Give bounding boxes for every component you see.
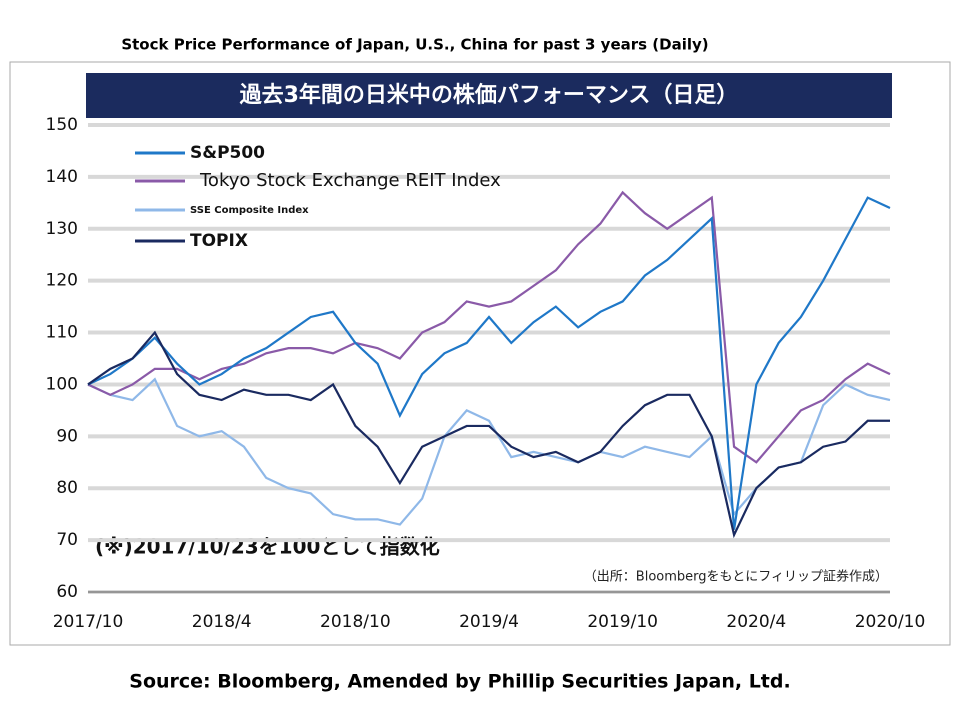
chart-title: Stock Price Performance of Japan, U.S., …: [121, 36, 708, 54]
annotation: (※)2017/10/23を100として指数化: [95, 535, 440, 559]
y-tick-label: 70: [56, 530, 78, 550]
y-tick-label: 130: [46, 219, 78, 239]
x-tick-label: 2020/10: [855, 612, 926, 632]
y-tick-label: 150: [46, 115, 78, 135]
banner-bg: [86, 73, 892, 118]
legend-label: TOPIX: [190, 231, 248, 251]
y-tick-label: 90: [56, 426, 78, 446]
series-line: [87, 330, 890, 539]
x-tick-label: 2018/10: [320, 612, 391, 632]
y-tick-label: 60: [56, 582, 78, 602]
x-tick-label: 2017/10: [53, 612, 124, 632]
x-tick-label: 2020/4: [726, 612, 786, 632]
x-tick-label: 2018/4: [192, 612, 252, 632]
series-line: [87, 196, 891, 530]
legend-label: SSE Composite Index: [190, 205, 309, 216]
legend-label: S&P500: [190, 143, 265, 163]
series-line: [87, 190, 891, 464]
y-tick-label: 120: [46, 271, 78, 291]
annotation: （出所：Bloombergをもとにフィリップ証券作成）: [584, 569, 888, 585]
y-tick-label: 100: [46, 374, 78, 394]
banner: 過去3年間の日米中の株価パフォーマンス（日足）: [240, 82, 739, 108]
y-tick-label: 140: [46, 167, 78, 187]
legend-label: Tokyo Stock Exchange REIT Index: [199, 170, 501, 191]
y-tick-label: 80: [56, 478, 78, 498]
x-tick-label: 2019/4: [459, 612, 519, 632]
y-tick-label: 110: [46, 323, 78, 343]
x-tick-label: 2019/10: [587, 612, 658, 632]
source: Source: Bloomberg, Amended by Phillip Se…: [129, 671, 790, 693]
